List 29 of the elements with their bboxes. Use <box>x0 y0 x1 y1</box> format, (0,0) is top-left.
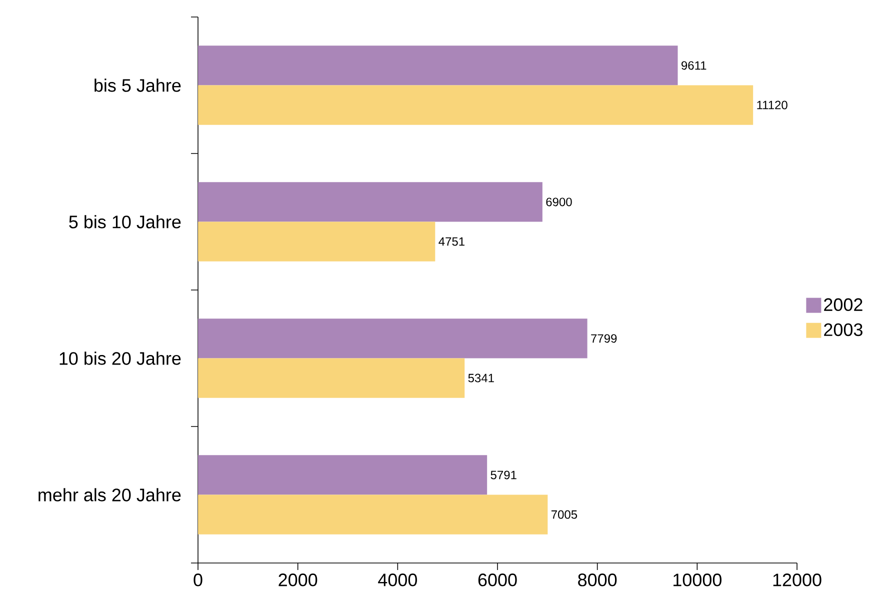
x-tick-label: 6000 <box>478 574 517 586</box>
bar <box>198 318 588 358</box>
data-label: 4751 <box>438 237 464 246</box>
x-tick-label: 10000 <box>674 574 722 586</box>
bar <box>198 494 548 534</box>
y-tick-label: 5 bis 10 Jahre <box>69 215 181 228</box>
data-label: 5341 <box>468 374 494 382</box>
legend-label: 2003 <box>824 323 862 336</box>
data-label: 5791 <box>490 470 516 480</box>
bar <box>198 222 436 262</box>
x-tick-label: 12000 <box>773 574 822 586</box>
bar <box>198 358 465 398</box>
data-label: 7005 <box>551 510 578 519</box>
x-tick-label: 2000 <box>278 574 318 586</box>
y-tick-label: bis 5 Jahre <box>94 78 181 92</box>
x-tick-label: 8000 <box>578 574 617 586</box>
bar <box>198 46 678 86</box>
x-tick-label: 4000 <box>378 574 417 586</box>
x-tick-label: 0 <box>194 574 202 586</box>
bar <box>198 85 754 125</box>
data-label: 6900 <box>546 198 572 206</box>
bar <box>198 455 488 495</box>
data-label: 11120 <box>757 100 788 110</box>
data-label: 9611 <box>682 61 706 70</box>
bar <box>198 182 542 222</box>
y-tick-label: 10 bis 20 Jahre <box>60 352 181 365</box>
data-label: 7799 <box>591 334 617 343</box>
y-tick-label: mehr als 20 Jahre <box>38 488 181 502</box>
legend-label: 2002 <box>824 298 862 312</box>
